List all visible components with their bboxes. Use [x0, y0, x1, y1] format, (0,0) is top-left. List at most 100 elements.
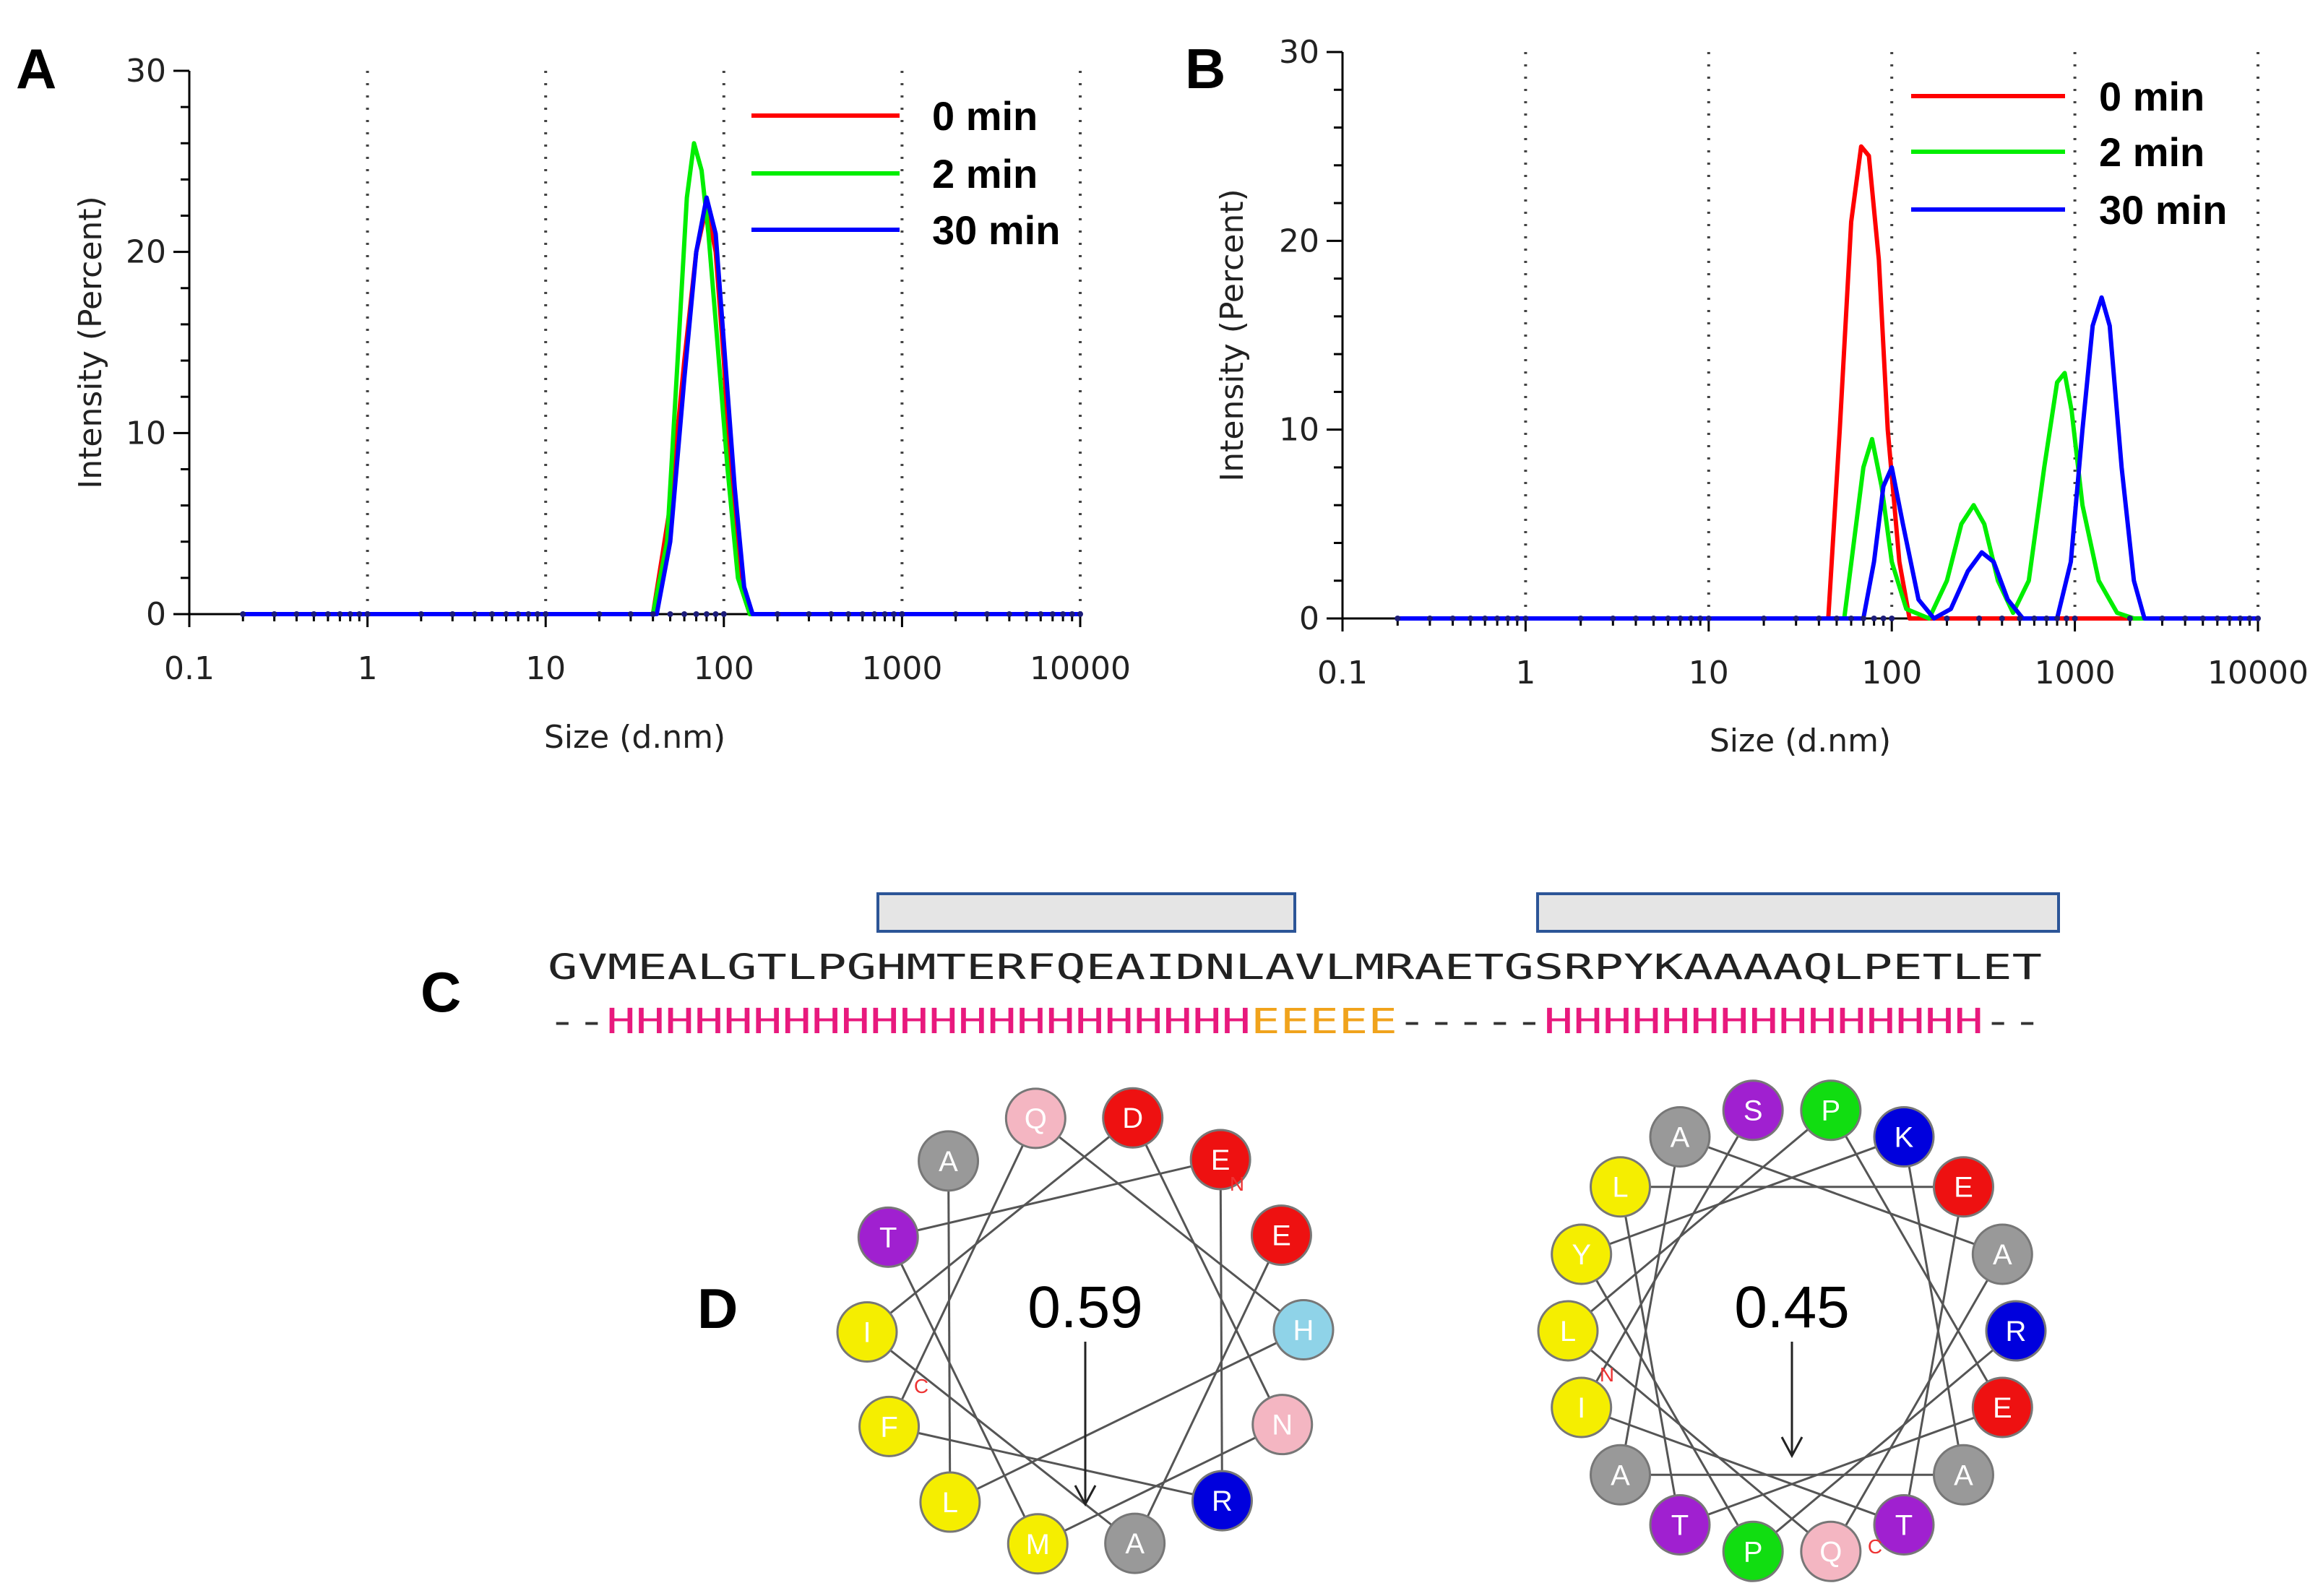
- wheel-connector: [1619, 1136, 1681, 1475]
- residue-circle: [1251, 1394, 1314, 1456]
- baseline-marker: [2237, 616, 2244, 621]
- baseline-marker: [1077, 611, 1083, 617]
- series-line-2-min: [1397, 371, 2258, 621]
- hydrophobic-moment-value: 0.59: [1027, 1274, 1143, 1340]
- residue-label: E: [1954, 1172, 1973, 1204]
- baseline-marker: [806, 611, 812, 617]
- baseline-marker: [1677, 616, 1684, 621]
- baseline-marker: [534, 611, 540, 617]
- x-tick-label: 1000: [2035, 655, 2116, 691]
- baseline-marker: [1514, 616, 1520, 621]
- residue-label: E: [1211, 1144, 1231, 1176]
- wheel-connector: [1581, 1136, 1905, 1256]
- residue-circle: [1649, 1493, 1711, 1556]
- residue-label: A: [1611, 1459, 1630, 1491]
- baseline-marker: [828, 611, 835, 617]
- baseline-marker: [2199, 616, 2206, 621]
- residue-label: Q: [1819, 1536, 1842, 1568]
- x-tick-label: 10: [1689, 655, 1729, 691]
- baseline-marker: [1665, 616, 1671, 621]
- series-line-2-min: [243, 141, 1080, 616]
- baseline-marker: [1793, 616, 1799, 621]
- wheel-connector: [1567, 1109, 1832, 1332]
- residue-label: S: [1744, 1095, 1763, 1127]
- y-axis-label: Intensity (Percent): [72, 196, 109, 488]
- baseline-marker: [2159, 616, 2165, 621]
- series-line-30-min: [243, 195, 1080, 616]
- baseline-marker: [1697, 616, 1704, 621]
- residue-circle: [1800, 1079, 1862, 1142]
- chart-a: 0 10 20 30 0.1 1 10 100 1000 10000 Size (d.nm) Inte…: [72, 53, 1131, 756]
- baseline-marker: [472, 611, 478, 617]
- baseline-marker: [1999, 616, 2005, 621]
- panel-label-c: C: [421, 960, 461, 1024]
- wheel-connector: [1581, 1406, 1905, 1526]
- residue-label: T: [1671, 1509, 1689, 1541]
- residue-circle: [1537, 1300, 1599, 1362]
- residue-label: I: [1577, 1392, 1585, 1424]
- x-tick-label: 10000: [2207, 655, 2309, 691]
- wheel-connector: [1580, 1109, 1754, 1408]
- residue-label: L: [1560, 1316, 1576, 1347]
- moment-arrow-head: [1074, 1485, 1097, 1507]
- baseline-marker: [882, 611, 888, 617]
- wheel-connector: [1679, 1406, 2003, 1526]
- baseline-marker: [1871, 616, 1877, 621]
- wheel-connector: [888, 1118, 1037, 1428]
- y-tick-label: 10: [1279, 412, 1319, 449]
- legend-label: 2 min: [2099, 129, 2205, 175]
- n-terminus-mark: N: [1600, 1363, 1614, 1386]
- baseline-marker: [899, 611, 905, 617]
- baseline-marker: [2031, 616, 2038, 621]
- baseline-marker: [703, 611, 710, 617]
- sequence-panel: GVMEALGTLPGHMTERFQEAIDNLAVLMRAETGSRPYKAA…: [548, 892, 2060, 1042]
- baseline-marker: [871, 611, 878, 617]
- baseline-marker: [1577, 616, 1584, 621]
- residue-label: Y: [1572, 1239, 1591, 1271]
- residue-label: H: [1293, 1314, 1314, 1346]
- secondary-structure: -- HHHHHHHHHHHHHHHHHHHHHH EEEEE ----- HHHHHH…: [548, 1001, 2042, 1042]
- baseline-marker: [1860, 616, 1866, 621]
- baseline-marker: [681, 611, 688, 617]
- baseline-marker: [240, 611, 246, 617]
- baseline-marker: [1848, 616, 1854, 621]
- residue-circle: [1007, 1513, 1069, 1575]
- baseline-marker: [712, 611, 719, 617]
- baseline-marker: [1468, 616, 1474, 621]
- wheel-connector: [887, 1236, 1039, 1545]
- baseline-marker: [2214, 616, 2220, 621]
- wheel-connector: [1679, 1136, 2003, 1256]
- baseline-marker: [1482, 616, 1488, 621]
- residue-circle: [1932, 1444, 1994, 1506]
- baseline-marker: [1049, 611, 1056, 617]
- baseline-marker: [488, 611, 495, 617]
- baseline-marker: [984, 611, 991, 617]
- residue-label: R: [2006, 1316, 2027, 1347]
- baseline-marker: [347, 611, 353, 617]
- baseline-marker: [2072, 616, 2078, 621]
- baseline-marker: [1944, 616, 1950, 621]
- baseline-marker: [2226, 616, 2233, 621]
- x-tick-label: 10000: [1030, 650, 1131, 687]
- residue-circle: [1985, 1300, 2047, 1362]
- x-tick-label: 1: [358, 650, 378, 687]
- baseline-marker: [1060, 611, 1066, 617]
- residue-circle: [858, 1395, 921, 1457]
- baseline-marker: [859, 611, 866, 617]
- y-tick-label: 10: [126, 415, 166, 452]
- ss-tail: --: [1983, 1001, 2042, 1042]
- residue-circle: [857, 1206, 919, 1268]
- baseline-marker: [2043, 616, 2050, 621]
- wheel-connector: [947, 1160, 952, 1503]
- residue-label: R: [1212, 1485, 1233, 1517]
- baseline-marker: [1650, 616, 1657, 621]
- series-line-0-min: [1397, 144, 2258, 621]
- legend-label: 0 min: [932, 93, 1038, 139]
- baseline-marker: [2126, 616, 2133, 621]
- baseline-marker: [1880, 616, 1887, 621]
- x-tick-label: 0.1: [1317, 655, 1368, 691]
- baseline-marker: [1632, 616, 1639, 621]
- baseline-marker: [311, 611, 317, 617]
- residue-label: F: [880, 1411, 897, 1443]
